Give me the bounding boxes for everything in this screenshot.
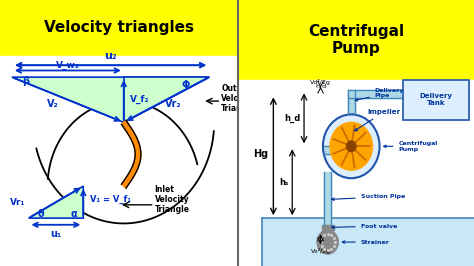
Text: Foot valve: Foot valve: [332, 224, 397, 228]
Bar: [262, 218, 474, 266]
Bar: [238, 0, 474, 80]
Bar: [238, 80, 474, 266]
Circle shape: [346, 141, 356, 152]
Circle shape: [323, 114, 380, 178]
Polygon shape: [12, 77, 210, 122]
Text: V₂: V₂: [46, 99, 58, 109]
Text: Delivery
Tank: Delivery Tank: [420, 93, 453, 106]
Text: Φ: Φ: [182, 80, 190, 90]
Text: Outlet
Velocity
Triangle: Outlet Velocity Triangle: [221, 84, 256, 113]
Bar: [403, 80, 469, 120]
Text: β: β: [23, 76, 30, 86]
Text: Vr₂: Vr₂: [165, 99, 182, 109]
Text: V₁ = V_f₁: V₁ = V_f₁: [91, 195, 131, 204]
Text: Velocity triangles: Velocity triangles: [44, 20, 194, 35]
Bar: [403, 80, 469, 120]
Text: α: α: [70, 209, 77, 219]
Text: Impeller: Impeller: [355, 109, 401, 131]
Text: Delivery
Pipe: Delivery Pipe: [355, 88, 404, 101]
Circle shape: [330, 122, 373, 170]
Bar: [324, 172, 331, 225]
Polygon shape: [28, 186, 83, 218]
Text: θ: θ: [37, 209, 44, 219]
Bar: [348, 90, 403, 98]
Bar: [0, 56, 238, 266]
Text: Vd²/2g: Vd²/2g: [310, 80, 331, 85]
Text: Vs²/2g: Vs²/2g: [310, 248, 331, 254]
Text: u₁: u₁: [50, 229, 62, 239]
Text: hₛ: hₛ: [280, 178, 289, 187]
Text: V_w₂: V_w₂: [56, 61, 80, 70]
Polygon shape: [121, 120, 141, 188]
Bar: [348, 90, 355, 114]
Bar: [324, 146, 342, 154]
Circle shape: [317, 230, 338, 254]
Text: Inlet
Velocity
Triangle: Inlet Velocity Triangle: [155, 185, 190, 214]
Bar: [0, 0, 238, 56]
Text: V_f₂: V_f₂: [130, 95, 149, 104]
Text: h_d: h_d: [284, 114, 301, 123]
Text: Centrifugal
Pump: Centrifugal Pump: [383, 141, 438, 152]
Text: Centrifugal
Pump: Centrifugal Pump: [308, 24, 404, 56]
Text: Hg: Hg: [254, 149, 269, 159]
Text: Suction Pipe: Suction Pipe: [332, 194, 405, 201]
Text: Strainer: Strainer: [342, 240, 390, 244]
Text: Vr₁: Vr₁: [9, 198, 25, 207]
Bar: [322, 225, 334, 230]
Polygon shape: [124, 77, 210, 122]
Text: h_d: h_d: [315, 84, 326, 89]
Text: u₂: u₂: [104, 51, 117, 61]
